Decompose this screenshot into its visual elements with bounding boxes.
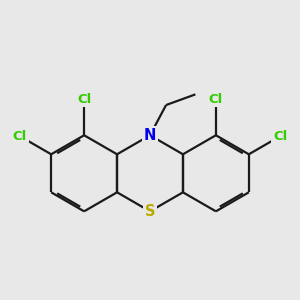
Text: Cl: Cl [273,130,287,143]
Text: N: N [144,128,156,143]
Text: Cl: Cl [77,93,91,106]
Text: S: S [145,204,155,219]
Text: Cl: Cl [13,130,27,143]
Text: Cl: Cl [209,93,223,106]
